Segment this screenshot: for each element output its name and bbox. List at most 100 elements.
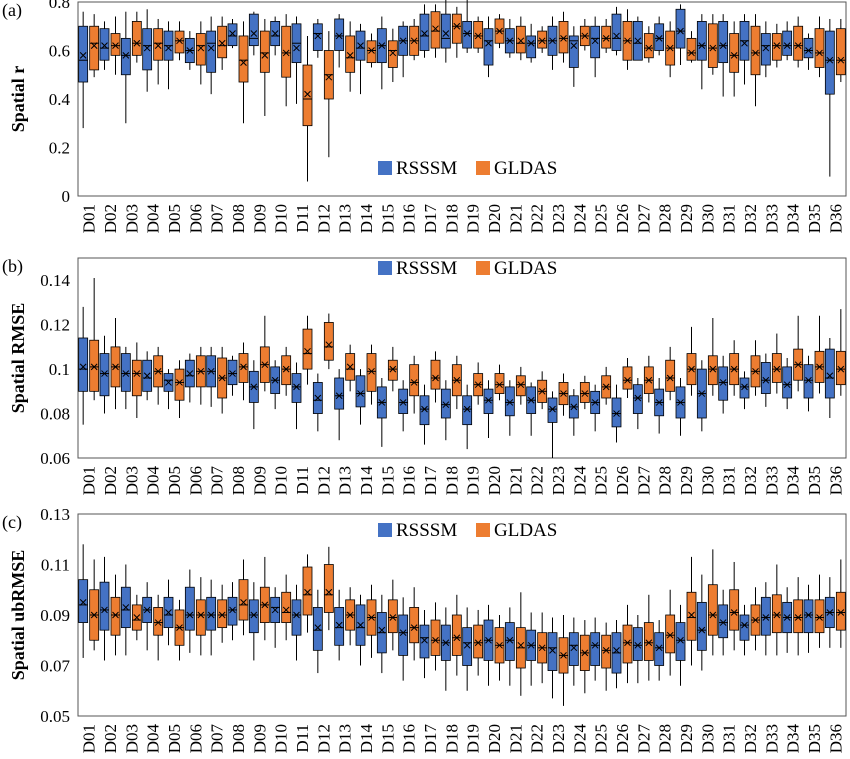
mean-marker — [773, 365, 781, 373]
mean-marker — [666, 374, 674, 382]
box-body — [99, 353, 110, 397]
box-gldas-d04 — [153, 18, 164, 85]
mean-marker — [837, 56, 845, 64]
box-rsssm-d20 — [483, 380, 494, 438]
box-rsssm-d28 — [654, 16, 665, 56]
mean-marker — [506, 399, 514, 406]
mean-marker — [304, 588, 311, 596]
box-gldas-d08 — [238, 559, 249, 636]
x-category-label: D28 — [656, 724, 675, 753]
box-body — [590, 632, 601, 666]
box-body — [760, 596, 771, 636]
box-rsssm-d09 — [248, 11, 259, 56]
x-category-label: D18 — [442, 466, 461, 495]
mean-marker — [560, 652, 567, 659]
mean-marker — [634, 37, 642, 45]
mean-marker — [496, 641, 503, 649]
mean-marker — [389, 365, 397, 373]
box-body — [184, 586, 195, 631]
mean-marker — [719, 379, 727, 386]
box-body — [675, 8, 686, 49]
box-gldas-d02 — [110, 574, 121, 656]
box-body — [440, 13, 451, 49]
box-rsssm-d20 — [483, 604, 494, 686]
mean-marker — [506, 37, 514, 45]
x-category-label: D22 — [528, 204, 547, 233]
mean-marker — [378, 626, 386, 634]
box-rsssm-d24 — [568, 617, 579, 686]
box-body — [494, 373, 505, 394]
box-gldas-d06 — [195, 346, 206, 405]
mean-marker — [346, 363, 354, 371]
box-rsssm-d07 — [206, 579, 217, 656]
box-gldas-d31 — [729, 340, 740, 396]
x-category-label: D06 — [186, 724, 205, 753]
box-rsssm-d34 — [782, 21, 793, 61]
mean-marker — [581, 649, 589, 657]
box-body — [611, 397, 622, 428]
mean-marker — [741, 621, 748, 629]
box-gldas-d04 — [153, 346, 164, 405]
box-rsssm-d24 — [568, 26, 579, 87]
x-category-label: D17 — [421, 724, 440, 754]
box-gldas-d17 — [430, 4, 441, 58]
mean-marker — [389, 614, 397, 621]
x-category-label: D26 — [613, 724, 632, 753]
x-category-label: D23 — [549, 724, 568, 753]
mean-marker — [794, 42, 802, 50]
mean-marker — [79, 363, 87, 371]
box-rsssm-d34 — [782, 587, 793, 653]
legend-swatch-rsssm — [378, 261, 392, 275]
x-category-label: D19 — [464, 204, 483, 233]
mean-marker — [527, 396, 535, 404]
mean-marker — [399, 37, 407, 45]
box-gldas-d33 — [771, 333, 782, 394]
box-rsssm-d01 — [78, 544, 89, 658]
box-body — [153, 28, 164, 61]
box-gldas-d08 — [238, 21, 249, 124]
box-body — [153, 607, 164, 636]
box-rsssm-d09 — [248, 582, 259, 661]
mean-marker — [207, 611, 215, 619]
x-category-label: D17 — [421, 204, 440, 234]
x-category-label: D09 — [250, 204, 269, 233]
x-category-label: D02 — [101, 204, 120, 233]
mean-marker — [165, 379, 172, 386]
mean-marker — [752, 49, 759, 57]
x-category-label: D15 — [378, 466, 397, 495]
mean-marker — [549, 405, 556, 413]
box-rsssm-d30 — [696, 14, 707, 90]
box-rsssm-d27 — [632, 378, 643, 430]
x-category-label: D25 — [592, 724, 611, 753]
box-body — [793, 599, 804, 634]
mean-marker — [101, 42, 108, 50]
mean-marker — [432, 374, 439, 382]
x-category-label: D21 — [506, 466, 525, 495]
mean-marker — [261, 51, 269, 59]
mean-marker — [826, 56, 834, 64]
x-category-label: D29 — [677, 204, 696, 233]
x-category-label: D22 — [528, 466, 547, 495]
mean-marker — [271, 30, 279, 37]
mean-marker — [421, 636, 428, 644]
mean-marker — [645, 376, 653, 384]
box-gldas-d20 — [494, 14, 505, 49]
box-rsssm-d04 — [142, 9, 153, 92]
box-body — [590, 25, 601, 59]
x-category-label: D11 — [293, 724, 312, 753]
box-gldas-d30 — [707, 318, 718, 396]
box-rsssm-d12 — [312, 373, 323, 432]
box-rsssm-d23 — [547, 617, 558, 699]
box-body — [473, 624, 484, 659]
legend-swatch-rsssm — [378, 523, 392, 537]
box-gldas-d29 — [686, 326, 697, 396]
box-rsssm-d27 — [632, 615, 643, 684]
mean-marker — [741, 383, 748, 391]
box-rsssm-d05 — [163, 369, 174, 410]
mean-marker — [527, 641, 535, 649]
box-body — [312, 23, 323, 51]
x-category-label: D03 — [122, 466, 141, 495]
box-rsssm-d25 — [590, 16, 601, 78]
box-gldas-d03 — [131, 594, 142, 641]
mean-marker — [357, 390, 364, 397]
